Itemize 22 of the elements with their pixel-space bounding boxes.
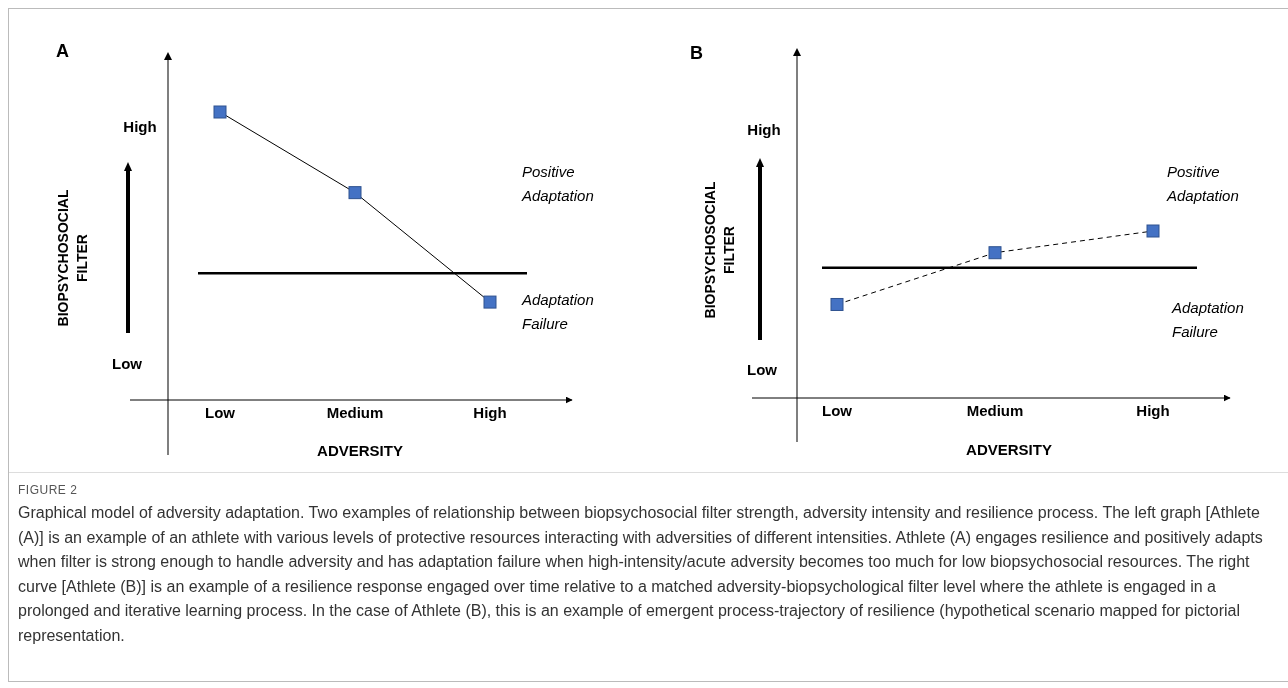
text: Graphical model of adversity adaptation. Two examples of relationship between biopsychosocial filter strength, adversity intensity and resilience process. The left graph [Athlete (A)] is an example of an athlete with various levels of protective resources interacting with adversities of different intensities. Athlete (A) engages resilience and positively adapts when filter is strong enough to handle adversity and has adaptation failure when high-intensity/acute adversity becomes too much for low biopsychosocial resources. The right curve [Athlete (B)] is an example of a resilience response engaged over time relative to a matched adversity-biopsychological filter level where the athlete is engaged in a prolonged and iterative learning process. In the case of Athlete (B), this is an example of emergent process-trajectory of resilience (hypothetical scenario mapped for pictorial representation. [17, 504, 1263, 644]
text: Low [747, 361, 778, 378]
annotation: Adaptation Failure [521, 291, 594, 332]
x-axis-title: ADVERSITY [317, 442, 403, 459]
text: High [123, 118, 157, 135]
x-tick-label: High [473, 404, 507, 421]
x-tick-label: Low [205, 404, 236, 421]
text: Low [112, 355, 143, 372]
x-tick-label: Low [822, 402, 853, 419]
y-axis-title: BIOPSYCHOSOCIAL FILTER [702, 181, 737, 319]
x-axis-title: ADVERSITY [966, 441, 1052, 458]
text: FIGURE 2 [18, 483, 78, 497]
chart-title: A [56, 41, 69, 61]
text: Positive Adaptation [1166, 163, 1239, 204]
annotation: Adaptation Failure [1171, 299, 1244, 340]
chart-title: B [690, 43, 703, 63]
x-tick-label: Medium [326, 404, 384, 421]
x-tick-label: High [1136, 402, 1170, 419]
text: High [747, 121, 781, 138]
annotation: Positive Adaptation [521, 163, 594, 204]
x-tick-label: Medium [966, 402, 1024, 419]
y-axis-title: BIOPSYCHOSOCIAL FILTER [55, 189, 90, 327]
